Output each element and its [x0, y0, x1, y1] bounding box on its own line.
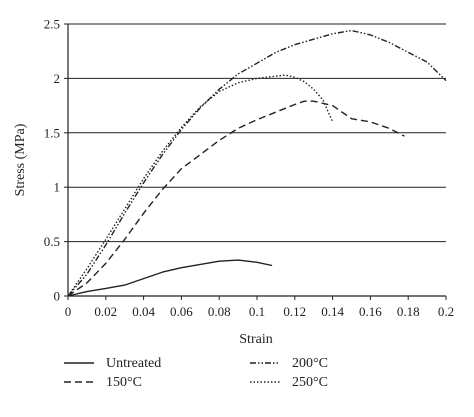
x-tick-label-0: 0: [65, 304, 72, 319]
series-line-untreated: [67, 259, 273, 297]
x-tick-label-8: 0.16: [359, 304, 382, 319]
axes-layer: [67, 24, 446, 297]
series-line-200-c: [67, 29, 447, 297]
x-tick-label-6: 0.12: [283, 304, 306, 319]
y-tick-label-4: 2: [54, 71, 61, 86]
y-tick-label-5: 2.5: [44, 17, 60, 32]
x-tick-label-10: 0.2: [438, 304, 454, 319]
x-tick-label-7: 0.14: [321, 304, 344, 319]
y-tick-label-2: 1: [54, 180, 61, 195]
grid-layer: [68, 23, 446, 243]
legend-label-150-c: 150°C: [106, 375, 142, 390]
x-tick-label-5: 0.1: [249, 304, 265, 319]
y-tick-label-0: 0: [54, 289, 61, 304]
x-tick-label-2: 0.04: [132, 304, 155, 319]
x-axis-label: Strain: [239, 332, 272, 347]
series-layer: [67, 29, 447, 297]
legend: Untreated 150°C 200°C 250°C: [64, 356, 328, 390]
y-axis-label: Stress (MPa): [13, 123, 28, 196]
x-tick-label-4: 0.08: [208, 304, 231, 319]
y-tick-label-1: 0.5: [44, 234, 60, 249]
legend-label-200-c: 200°C: [292, 356, 328, 371]
x-tick-label-9: 0.18: [397, 304, 420, 319]
x-tick-label-1: 0.02: [94, 304, 117, 319]
ticks-layer: 0 0.02 0.04 0.06 0.08 0.1 0.12 0.14 0.16 0.18 0.2 0…: [44, 17, 454, 320]
series-line-250-c: [67, 74, 334, 297]
x-tick-label-3: 0.06: [170, 304, 193, 319]
y-tick-label-3: 1.5: [44, 125, 60, 140]
series-line-150-c: [67, 100, 405, 297]
legend-label-untreated: Untreated: [106, 356, 161, 371]
legend-label-250-c: 250°C: [292, 375, 328, 390]
